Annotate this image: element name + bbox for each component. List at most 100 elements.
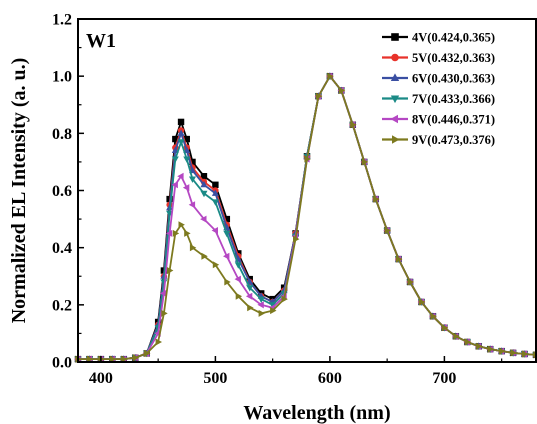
data-point [177, 172, 184, 180]
data-point [165, 229, 173, 237]
data-point [155, 338, 162, 346]
data-point [247, 304, 254, 312]
x-tick-label: 400 [89, 370, 113, 387]
legend-entry: 6V(0.430,0.363) [382, 72, 495, 86]
data-point [384, 227, 391, 234]
data-point [160, 289, 167, 297]
data-point [246, 285, 254, 292]
data-point [188, 201, 196, 209]
data-point [211, 189, 219, 196]
data-point [235, 292, 243, 300]
data-point [200, 190, 208, 198]
data-point [171, 181, 178, 189]
legend-label: 4V(0.424,0.365) [412, 31, 495, 45]
data-point [223, 215, 231, 223]
data-point [499, 347, 506, 355]
data-point [223, 230, 231, 238]
data-point [407, 278, 414, 286]
data-point [183, 156, 191, 163]
data-point [361, 158, 369, 166]
data-point [161, 309, 168, 317]
data-point [182, 184, 190, 192]
data-point [86, 355, 94, 363]
data-point [189, 244, 197, 252]
data-point [350, 121, 357, 129]
legend-label: 6V(0.430,0.363) [412, 72, 495, 86]
legend-swatch-marker [390, 114, 398, 124]
data-point [132, 354, 140, 362]
legend-swatch-marker [392, 135, 400, 144]
legend-entry: 5V(0.432,0.363) [382, 51, 495, 65]
legend-label: 8V(0.446,0.371) [412, 113, 495, 127]
legend-label: 5V(0.432,0.363) [412, 51, 495, 65]
data-point [441, 324, 449, 332]
data-point [373, 195, 380, 203]
legend-swatch-marker [390, 73, 400, 81]
data-point [510, 349, 517, 357]
data-point [293, 235, 300, 243]
data-point [327, 72, 334, 80]
data-point [177, 118, 185, 126]
legend-entry: 7V(0.433,0.366) [382, 92, 495, 106]
data-point [430, 312, 437, 320]
y-axis-label: Normalized EL Intensity (a. u.) [8, 58, 30, 324]
legend-label: 7V(0.433,0.366) [412, 92, 495, 106]
data-point [257, 296, 265, 303]
data-point [201, 252, 208, 260]
x-axis-label: Wavelength (nm) [243, 402, 390, 424]
data-point [522, 350, 529, 358]
data-point [281, 295, 288, 303]
legend-entry: 9V(0.473,0.376) [382, 133, 495, 147]
data-point [257, 301, 264, 309]
data-point [223, 252, 230, 260]
data-point [258, 309, 265, 317]
y-tick-label: 0.4 [52, 240, 72, 257]
data-point [167, 267, 174, 275]
data-point [464, 338, 472, 346]
data-point [212, 181, 219, 188]
data-point [396, 255, 403, 263]
data-point [172, 135, 179, 143]
legend-label: 9V(0.473,0.376) [412, 133, 495, 147]
data-point [487, 345, 494, 353]
legend-swatch-marker [391, 53, 399, 62]
data-point [234, 262, 242, 269]
data-point [184, 229, 191, 237]
data-point [270, 307, 277, 315]
data-point [144, 349, 151, 357]
x-tick-label: 600 [318, 370, 342, 387]
data-point [245, 292, 253, 300]
data-point [269, 302, 277, 309]
data-point [315, 92, 323, 100]
data-point [200, 215, 207, 223]
data-point [109, 355, 117, 363]
panel-label: W1 [86, 30, 116, 52]
data-point [234, 275, 241, 283]
y-tick-label: 1.0 [52, 69, 72, 86]
data-point [338, 86, 346, 94]
series-layer [74, 72, 537, 363]
data-point [304, 155, 311, 163]
data-point [189, 176, 196, 183]
series-6 [75, 72, 537, 363]
x-tick-label: 700 [432, 370, 456, 387]
data-point [224, 278, 231, 286]
data-point [121, 355, 128, 363]
data-point [171, 156, 179, 163]
legend-swatch-marker [391, 33, 399, 41]
data-point [172, 229, 180, 237]
y-tick-label: 0.0 [52, 355, 72, 372]
plot-frame [77, 18, 537, 363]
data-point [189, 158, 196, 166]
data-point [183, 135, 190, 143]
data-point [211, 227, 218, 234]
data-point [211, 199, 219, 206]
y-tick-label: 0.6 [52, 183, 72, 200]
data-point [200, 173, 208, 180]
legend-swatch-marker [390, 95, 400, 104]
legend: 4V(0.424,0.365) 5V(0.432,0.363) 6V(0.430,0… [382, 31, 495, 147]
data-point [212, 261, 220, 269]
axes-layer: 400 500 600 700 0.0 0.2 0.4 0.6 0.8 1.0 1.2 [52, 12, 503, 387]
legend-entry: 8V(0.446,0.371) [382, 113, 495, 127]
